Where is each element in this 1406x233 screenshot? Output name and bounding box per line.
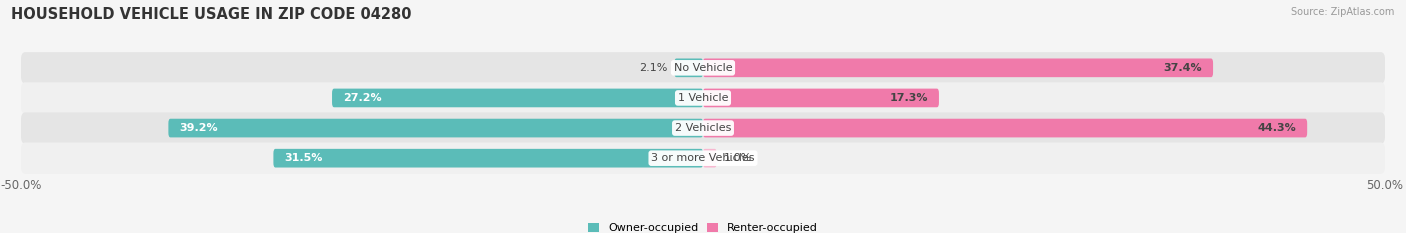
Text: 44.3%: 44.3% — [1257, 123, 1296, 133]
Text: No Vehicle: No Vehicle — [673, 63, 733, 73]
Text: 31.5%: 31.5% — [284, 153, 323, 163]
FancyBboxPatch shape — [332, 89, 703, 107]
Text: Source: ZipAtlas.com: Source: ZipAtlas.com — [1291, 7, 1395, 17]
Text: HOUSEHOLD VEHICLE USAGE IN ZIP CODE 04280: HOUSEHOLD VEHICLE USAGE IN ZIP CODE 0428… — [11, 7, 412, 22]
FancyBboxPatch shape — [273, 149, 703, 168]
Text: 39.2%: 39.2% — [180, 123, 218, 133]
FancyBboxPatch shape — [169, 119, 703, 137]
FancyBboxPatch shape — [21, 112, 1385, 144]
FancyBboxPatch shape — [21, 82, 1385, 114]
Text: 17.3%: 17.3% — [890, 93, 928, 103]
FancyBboxPatch shape — [703, 58, 1213, 77]
Text: 37.4%: 37.4% — [1164, 63, 1202, 73]
FancyBboxPatch shape — [703, 89, 939, 107]
FancyBboxPatch shape — [703, 149, 717, 168]
Text: 2.1%: 2.1% — [640, 63, 668, 73]
Text: 1.0%: 1.0% — [724, 153, 752, 163]
Text: 3 or more Vehicles: 3 or more Vehicles — [651, 153, 755, 163]
Legend: Owner-occupied, Renter-occupied: Owner-occupied, Renter-occupied — [588, 223, 818, 233]
FancyBboxPatch shape — [675, 58, 703, 77]
Text: 1 Vehicle: 1 Vehicle — [678, 93, 728, 103]
FancyBboxPatch shape — [21, 52, 1385, 83]
FancyBboxPatch shape — [703, 119, 1308, 137]
Text: 2 Vehicles: 2 Vehicles — [675, 123, 731, 133]
Text: 27.2%: 27.2% — [343, 93, 381, 103]
FancyBboxPatch shape — [21, 143, 1385, 174]
